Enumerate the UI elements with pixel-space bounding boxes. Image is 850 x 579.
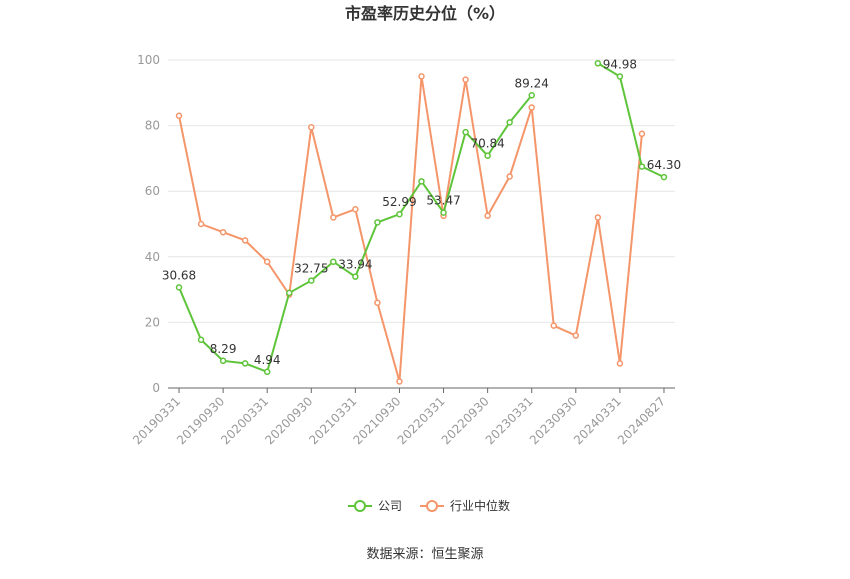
x-tick-label: 20240827 — [615, 394, 668, 447]
point — [484, 212, 491, 220]
point — [374, 219, 381, 226]
data-label: 52.99 — [382, 195, 416, 209]
point — [219, 228, 227, 236]
point — [440, 209, 447, 216]
point — [175, 112, 183, 120]
point — [462, 76, 469, 83]
point — [418, 73, 425, 80]
point — [528, 92, 535, 99]
source: 数据来源：恒生聚源 — [366, 547, 483, 562]
data-label: 70.84 — [470, 137, 504, 151]
point — [241, 360, 249, 367]
legend-marker — [426, 500, 438, 512]
y-tick-label: 40 — [145, 250, 160, 264]
y-tick-label: 20 — [145, 315, 160, 329]
legend-marker — [354, 500, 366, 512]
point — [638, 130, 646, 138]
data-label: 94.98 — [603, 57, 637, 71]
series-line — [178, 76, 643, 382]
y-tick-label: 100 — [137, 53, 160, 67]
point — [396, 210, 403, 218]
point — [506, 173, 513, 180]
data-label: 8.29 — [210, 342, 237, 356]
point — [352, 205, 359, 213]
point — [263, 258, 271, 265]
data-label: 64.30 — [647, 158, 681, 172]
data-label: 32.75 — [294, 262, 328, 276]
data-label: 33.94 — [338, 258, 372, 272]
point — [197, 336, 205, 344]
point — [660, 173, 668, 181]
point — [506, 119, 513, 126]
point — [352, 273, 359, 280]
point — [308, 123, 315, 131]
point — [594, 60, 602, 67]
point — [219, 357, 227, 365]
point — [418, 178, 425, 185]
point — [263, 368, 271, 376]
data-label: 53.47 — [426, 194, 460, 208]
point — [528, 104, 535, 111]
data-label: 4.94 — [254, 353, 281, 367]
legend-label: 公司 — [378, 499, 402, 513]
point — [484, 152, 491, 159]
point — [616, 73, 624, 80]
point — [572, 332, 580, 339]
point — [285, 289, 293, 297]
point — [175, 284, 183, 291]
legend-label: 行业中位数 — [450, 498, 510, 513]
data-label: 89.24 — [515, 76, 549, 90]
y-tick-label: 0 — [152, 381, 160, 395]
y-tick-label: 80 — [145, 119, 160, 133]
data-label: 30.68 — [162, 268, 196, 282]
point — [241, 237, 249, 244]
point — [374, 299, 381, 306]
point — [462, 128, 469, 136]
point — [396, 378, 403, 385]
chart-title: 市盈率历史分位（%） — [345, 4, 505, 23]
point — [638, 163, 646, 170]
point — [550, 322, 558, 329]
point — [197, 220, 205, 228]
point — [330, 214, 337, 221]
point — [594, 214, 602, 221]
point — [330, 258, 337, 265]
series-line — [178, 62, 665, 374]
point — [308, 277, 315, 284]
y-tick-label: 60 — [145, 184, 160, 198]
point — [616, 360, 624, 367]
